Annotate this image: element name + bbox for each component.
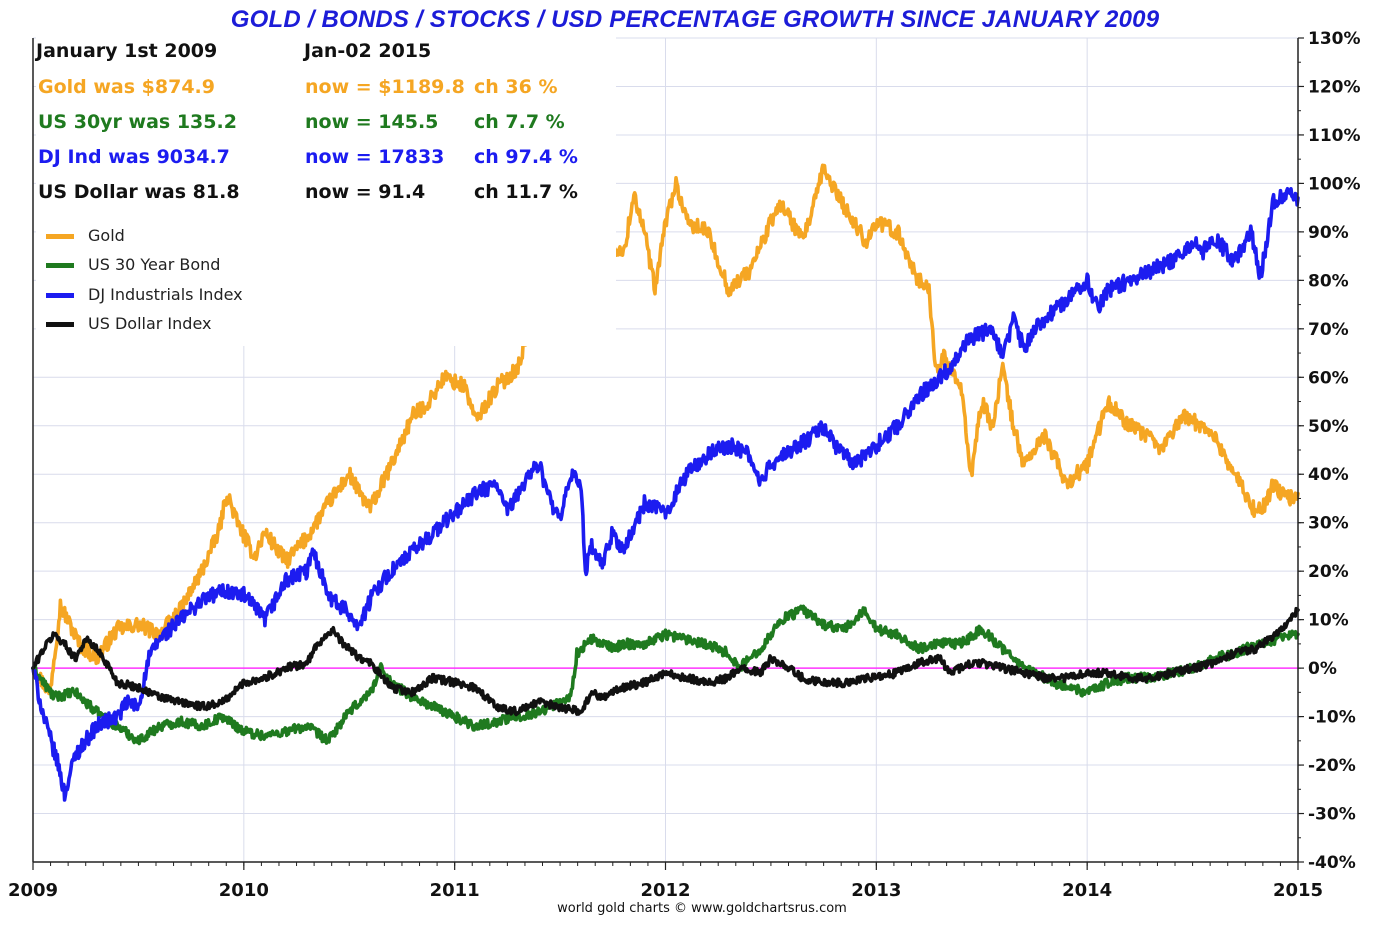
y-tick-label: 50% <box>1308 417 1349 437</box>
info-usd-was: US Dollar was 81.8 <box>38 181 240 203</box>
y-tick-label: 0% <box>1308 659 1337 679</box>
x-tick-label: 2009 <box>8 880 58 901</box>
y-tick-label: 120% <box>1308 77 1361 97</box>
y-tick-label: 10% <box>1308 611 1349 631</box>
y-tick-label: 130% <box>1308 29 1361 49</box>
info-header-right: Jan-02 2015 <box>304 40 432 62</box>
x-tick-label: 2012 <box>640 880 690 901</box>
legend-swatch-bond <box>46 263 74 268</box>
y-tick-label: 70% <box>1308 320 1349 340</box>
legend-label: US 30 Year Bond <box>88 255 221 274</box>
info-gold-now: now = $1189.8 <box>305 76 465 98</box>
y-tick-label: 60% <box>1308 368 1349 388</box>
info-bond-ch: ch 7.7 % <box>474 111 565 133</box>
x-tick-label: 2010 <box>219 880 269 901</box>
series-line-us-30-year-bond <box>31 604 1300 746</box>
y-tick-label: 90% <box>1308 223 1349 243</box>
y-tick-label: 110% <box>1308 126 1361 146</box>
info-bond-was: US 30yr was 135.2 <box>38 111 237 133</box>
x-tick-label: 2014 <box>1062 880 1112 901</box>
info-dj-ch: ch 97.4 % <box>474 146 578 168</box>
legend-swatch-usd <box>46 322 74 327</box>
info-gold-was: Gold was $874.9 <box>38 76 215 98</box>
series-line-dj-industrials-index <box>31 187 1300 802</box>
chart-credit: world gold charts © www.goldchartsrus.co… <box>557 901 847 916</box>
info-bond-now: now = 145.5 <box>305 111 439 133</box>
y-tick-label: -20% <box>1308 756 1356 776</box>
y-tick-label: 20% <box>1308 562 1349 582</box>
axes: 130% 120% 110% 100% 90% 80% 70% 60% 50% 40% 30% 20%… <box>8 29 1361 901</box>
info-dj-now: now = 17833 <box>305 146 445 168</box>
info-dj-was: DJ Ind was 9034.7 <box>38 146 230 168</box>
info-usd-now: now = 91.4 <box>305 181 426 203</box>
x-tick-label: 2015 <box>1273 880 1323 901</box>
series-line-us-dollar-index <box>31 606 1300 717</box>
y-tick-label: 40% <box>1308 465 1349 485</box>
info-gold-ch: ch 36 % <box>474 76 558 98</box>
x-tick-label: 2013 <box>851 880 901 901</box>
info-usd-ch: ch 11.7 % <box>474 181 578 203</box>
y-tick-label: 100% <box>1308 174 1361 194</box>
x-tick-label: 2011 <box>430 880 480 901</box>
y-tick-label: 30% <box>1308 514 1349 534</box>
y-tick-label: -40% <box>1308 853 1356 873</box>
legend-swatch-dj <box>46 293 74 298</box>
legend-label: DJ Industrials Index <box>88 285 243 304</box>
y-tick-label: -10% <box>1308 708 1356 728</box>
chart-title: GOLD / BONDS / STOCKS / USD PERCENTAGE G… <box>230 6 1160 33</box>
legend-panel: January 1st 2009 Jan-02 2015 Gold was $8… <box>36 34 616 346</box>
info-header-left: January 1st 2009 <box>36 40 218 62</box>
legend-label: US Dollar Index <box>88 314 212 333</box>
legend-label: Gold <box>88 226 125 245</box>
y-tick-label: -30% <box>1308 805 1356 825</box>
legend-swatch-gold <box>46 234 74 239</box>
y-tick-label: 80% <box>1308 271 1349 291</box>
series-layer <box>31 111 1300 802</box>
series-line-gold <box>31 111 1300 696</box>
